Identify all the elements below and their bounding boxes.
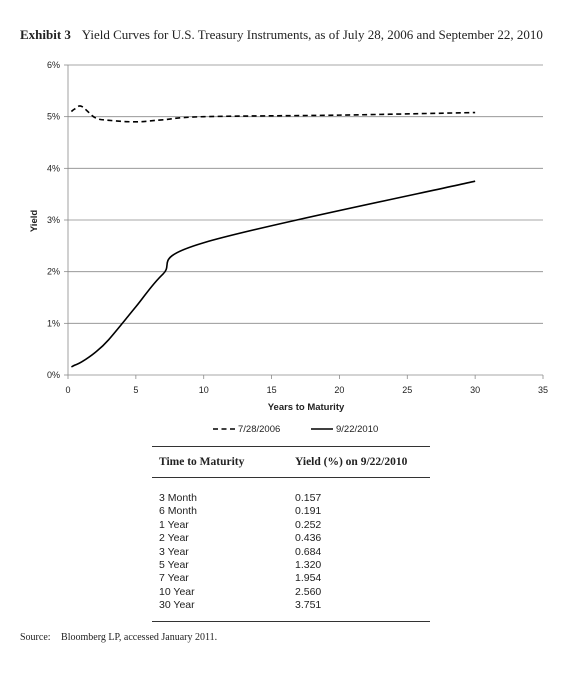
legend-label: 7/28/2006 [238, 424, 280, 435]
yield-cell: 1.320 [295, 558, 322, 571]
source-label: Source: [20, 632, 51, 643]
header-yield: Yield (%) on 9/22/2010 [295, 456, 408, 468]
table-row: 10 Year 2.560 [152, 586, 430, 599]
maturity-cell: 10 Year [159, 585, 195, 598]
series-lines [70, 105, 476, 368]
maturity-cell: 5 Year [159, 558, 189, 571]
y-tick-label: 2% [47, 267, 60, 277]
table-row: 2 Year 0.436 [152, 532, 430, 545]
series-line-2010 [71, 180, 476, 368]
exhibit-title: Yield Curves for U.S. Treasury Instrumen… [81, 27, 543, 42]
x-tick-labels: 0 5 10 15 20 25 30 35 [65, 385, 548, 395]
yield-cell: 0.191 [295, 505, 322, 518]
source-note: Source: Bloomberg LP, accessed January 2… [20, 632, 217, 643]
yield-cell: 0.157 [295, 492, 322, 504]
legend-label: 9/22/2010 [336, 424, 378, 435]
x-tick-label: 35 [538, 385, 548, 395]
source-text: Bloomberg LP, accessed January 2011. [61, 632, 218, 643]
table-row: 30 Year 3.751 [152, 599, 430, 612]
table-body: 3 Month 0.157 6 Month 0.191 1 Year 0.252 2 Yea… [152, 478, 430, 622]
y-tick-label: 0% [47, 370, 60, 380]
table-row: 3 Month 0.157 [152, 492, 430, 505]
yield-cell: 2.560 [295, 585, 322, 598]
maturity-cell: 3 Month [159, 492, 197, 504]
y-tick-label: 6% [47, 60, 60, 70]
yield-cell: 3.751 [295, 599, 322, 612]
yield-table: Time to Maturity Yield (%) on 9/22/2010 … [152, 446, 430, 622]
yield-cell: 0.436 [295, 532, 322, 545]
x-tick-label: 30 [470, 385, 480, 395]
maturity-cell: 30 Year [159, 599, 195, 612]
x-tick-label: 10 [199, 385, 209, 395]
maturity-cell: 6 Month [159, 505, 197, 518]
y-tick-labels: 0% 1% 2% 3% 4% 5% 6% [47, 60, 60, 380]
axes [64, 64, 544, 379]
yield-curve-chart: 0% 1% 2% 3% 4% 5% 6% 0 5 10 15 20 25 30 35 Yield Year… [29, 60, 548, 435]
x-tick-label: 20 [334, 385, 344, 395]
header-time-to-maturity: Time to Maturity [159, 456, 245, 468]
x-axis-title: Years to Maturity [268, 402, 345, 413]
y-tick-label: 4% [47, 163, 60, 173]
maturity-cell: 1 Year [159, 518, 189, 531]
yield-cell: 0.252 [295, 518, 322, 531]
x-tick-label: 0 [65, 385, 70, 395]
series-line-2006 [70, 105, 476, 123]
maturity-cell: 2 Year [159, 532, 189, 545]
x-tick-label: 15 [267, 385, 277, 395]
maturity-cell: 7 Year [159, 572, 189, 585]
table-row: 5 Year 1.320 [152, 559, 430, 572]
y-tick-label: 5% [47, 112, 60, 122]
table-row: 7 Year 1.954 [152, 572, 430, 585]
y-tick-label: 3% [47, 215, 60, 225]
yield-cell: 1.954 [295, 572, 322, 585]
x-tick-label: 25 [402, 385, 412, 395]
table-header: Time to Maturity Yield (%) on 9/22/2010 [152, 446, 430, 478]
table-row: 6 Month 0.191 [152, 505, 430, 518]
exhibit-heading: Exhibit 3 Yield Curves for U.S. Treasury… [20, 27, 560, 43]
y-tick-label: 1% [47, 318, 60, 328]
table-row: 3 Year 0.684 [152, 546, 430, 559]
maturity-cell: 3 Year [159, 545, 189, 558]
exhibit-label: Exhibit 3 [20, 27, 71, 42]
y-axis-title: Yield [29, 210, 40, 233]
yield-cell: 0.684 [295, 545, 322, 558]
legend: 7/28/2006 9/22/2010 [213, 424, 378, 435]
table-row: 1 Year 0.252 [152, 519, 430, 532]
x-tick-label: 5 [133, 385, 138, 395]
gridlines [68, 64, 543, 324]
